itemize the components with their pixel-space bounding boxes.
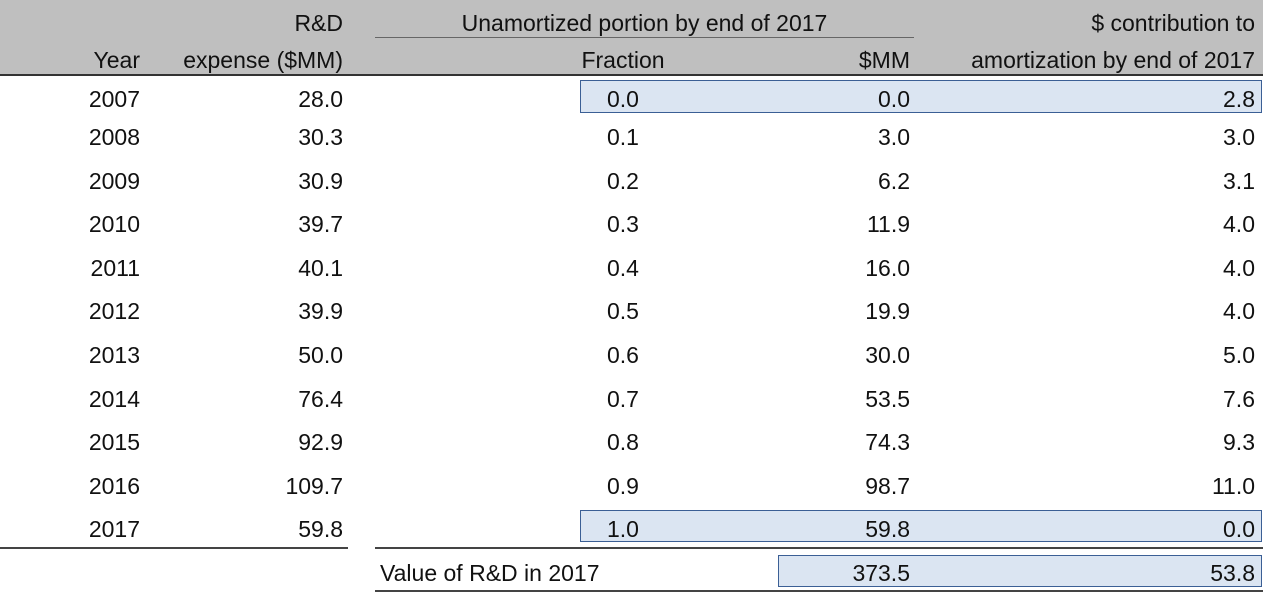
group-underline (375, 37, 914, 38)
cell-year: 2013 (88, 342, 140, 368)
header-contribution-top: $ contribution to (1091, 10, 1255, 36)
cell-amortization: 9.3 (1223, 429, 1255, 455)
cell-fraction: 0.2 (607, 168, 639, 194)
cell-year: 2014 (88, 386, 140, 412)
cell-amortization: 4.0 (1223, 298, 1255, 324)
cell-year: 2008 (88, 124, 140, 150)
cell-rd-expense: 39.9 (298, 298, 343, 324)
cell-unamortized-mm: 74.3 (865, 429, 910, 455)
cell-amortization: 0.0 (1223, 516, 1255, 542)
cell-amortization: 11.0 (1211, 473, 1255, 499)
cell-amortization: 3.0 (1223, 124, 1255, 150)
header-year: Year (93, 47, 140, 73)
cell-year: 2016 (88, 473, 140, 499)
highlight-row-2007 (580, 80, 1262, 113)
rule-left (0, 547, 348, 549)
cell-amortization: 5.0 (1223, 342, 1255, 368)
cell-unamortized-mm: 53.5 (865, 386, 910, 412)
cell-fraction: 0.7 (607, 386, 639, 412)
cell-rd-expense: 109.7 (285, 473, 343, 499)
rule-right-bottom (375, 590, 1263, 592)
cell-rd-expense: 50.0 (298, 342, 343, 368)
cell-year: 2010 (88, 211, 140, 237)
cell-rd-expense: 40.1 (298, 255, 343, 281)
header-rd-top: R&D (294, 10, 343, 36)
cell-year: 2011 (90, 255, 140, 281)
cell-rd-expense: 39.7 (298, 211, 343, 237)
cell-amortization: 3.1 (1223, 168, 1255, 194)
total-label: Value of R&D in 2017 (380, 560, 600, 586)
cell-unamortized-mm: 30.0 (865, 342, 910, 368)
cell-fraction: 0.5 (607, 298, 639, 324)
cell-rd-expense: 59.8 (298, 516, 343, 542)
header-mm: $MM (858, 47, 910, 73)
cell-unamortized-mm: 0.0 (878, 86, 910, 112)
header-rd-bottom: expense ($MM) (183, 47, 343, 73)
cell-amortization: 4.0 (1223, 255, 1255, 281)
cell-amortization: 7.6 (1223, 386, 1255, 412)
rule-right-top (375, 547, 1263, 549)
highlight-row-2017 (580, 510, 1262, 542)
cell-year: 2015 (88, 429, 140, 455)
cell-amortization: 2.8 (1223, 86, 1255, 112)
cell-unamortized-mm: 59.8 (865, 516, 910, 542)
cell-fraction: 0.1 (607, 124, 639, 150)
cell-rd-expense: 28.0 (298, 86, 343, 112)
cell-unamortized-mm: 11.9 (866, 211, 910, 237)
cell-fraction: 0.3 (607, 211, 639, 237)
cell-unamortized-mm: 6.2 (878, 168, 910, 194)
cell-year: 2009 (88, 168, 140, 194)
header-contribution-bottom: amortization by end of 2017 (971, 47, 1255, 73)
cell-fraction: 0.0 (607, 86, 639, 112)
header-unamortized-group: Unamortized portion by end of 2017 (461, 10, 828, 36)
cell-year: 2007 (88, 86, 140, 112)
cell-rd-expense: 30.3 (298, 124, 343, 150)
cell-fraction: 1.0 (607, 516, 639, 542)
total-amort: 53.8 (1210, 560, 1255, 586)
cell-year: 2012 (88, 298, 140, 324)
total-mm: 373.5 (852, 560, 910, 586)
header-fraction: Fraction (581, 47, 665, 73)
cell-rd-expense: 92.9 (298, 429, 343, 455)
cell-unamortized-mm: 19.9 (865, 298, 910, 324)
cell-rd-expense: 30.9 (298, 168, 343, 194)
header-divider (0, 74, 1263, 76)
cell-amortization: 4.0 (1223, 211, 1255, 237)
cell-rd-expense: 76.4 (298, 386, 343, 412)
cell-unamortized-mm: 3.0 (878, 124, 910, 150)
cell-unamortized-mm: 98.7 (865, 473, 910, 499)
cell-fraction: 0.4 (607, 255, 639, 281)
highlight-total (778, 555, 1262, 587)
cell-fraction: 0.6 (607, 342, 639, 368)
cell-fraction: 0.8 (607, 429, 639, 455)
cell-unamortized-mm: 16.0 (865, 255, 910, 281)
cell-fraction: 0.9 (607, 473, 639, 499)
cell-year: 2017 (88, 516, 140, 542)
